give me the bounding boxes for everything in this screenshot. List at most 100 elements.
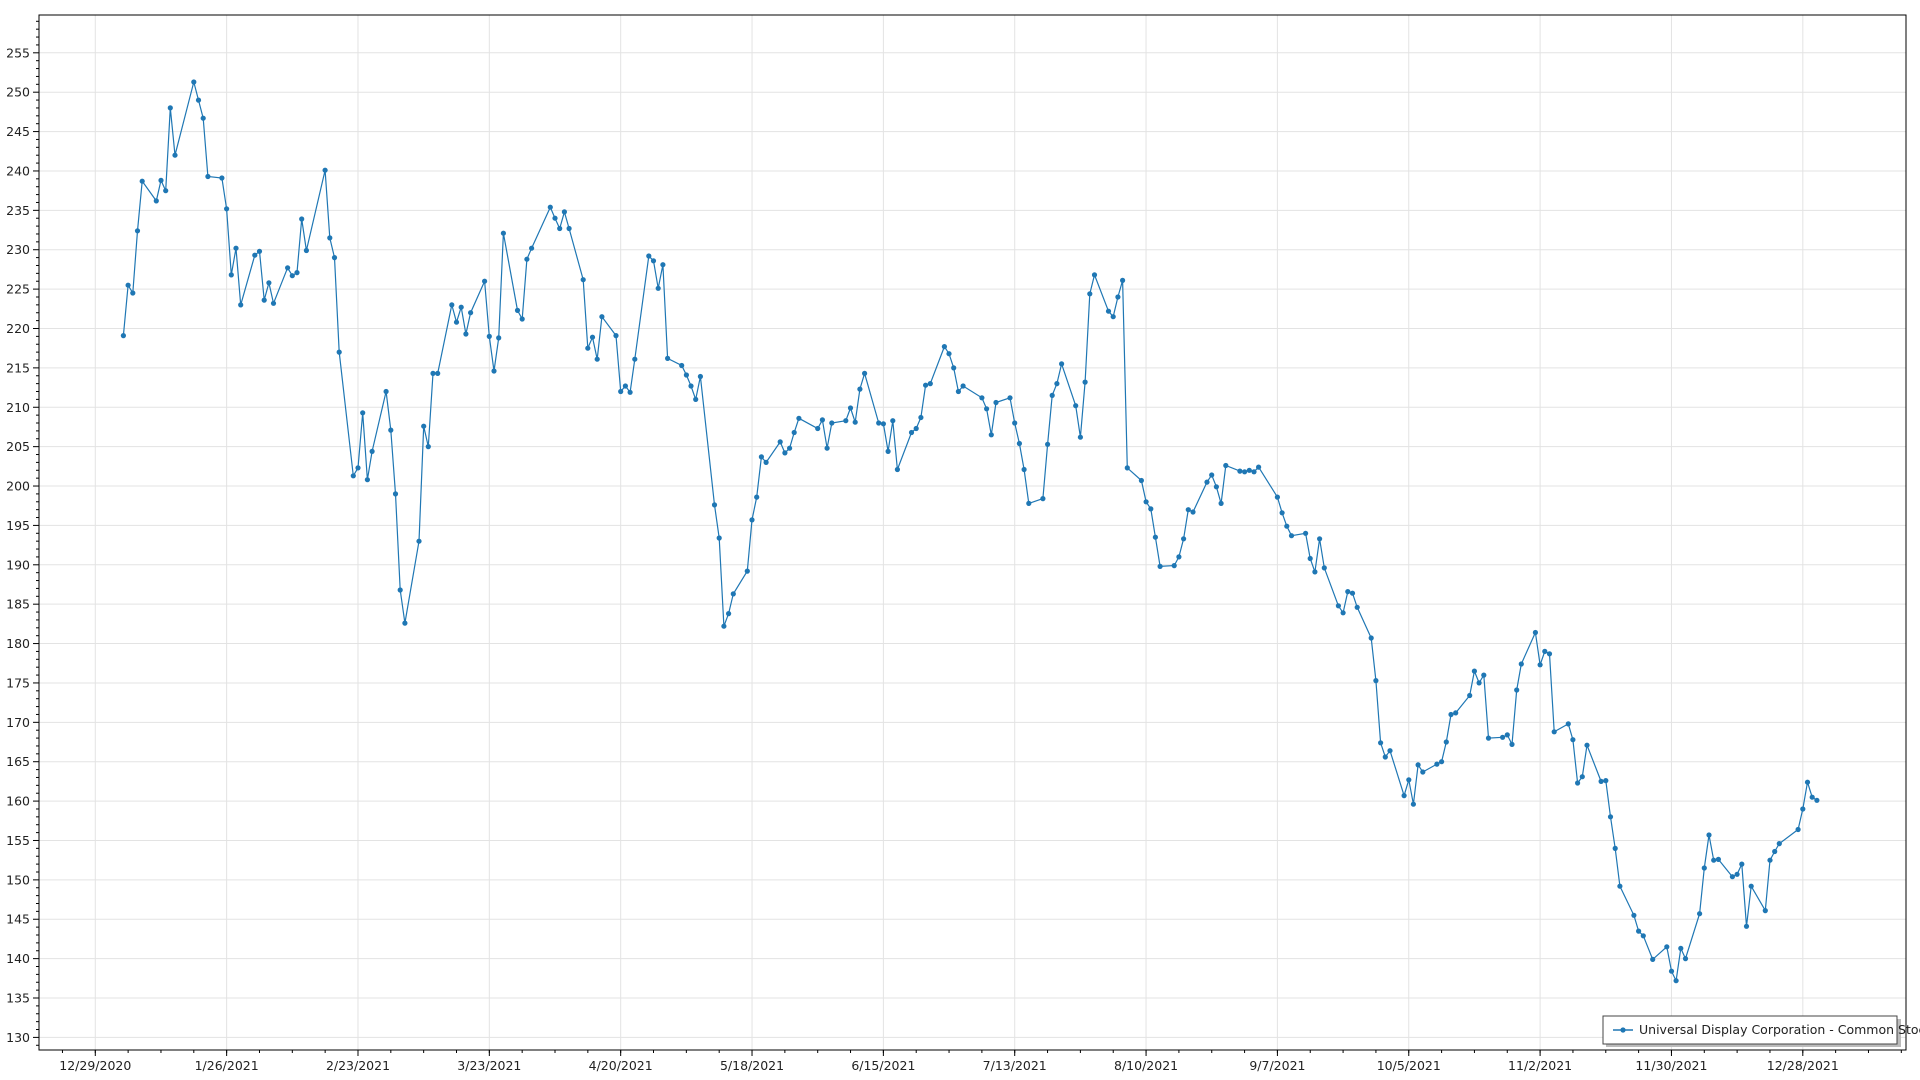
data-point [913, 425, 919, 432]
data-point [894, 466, 901, 473]
data-point [618, 388, 624, 395]
data-point [388, 427, 394, 433]
data-point [524, 256, 530, 262]
data-point [1565, 721, 1571, 727]
data-point [1640, 933, 1646, 939]
data-point [1762, 908, 1768, 914]
x-tick-label: 3/23/2021 [457, 1058, 521, 1073]
data-point [683, 372, 690, 378]
data-point [158, 177, 164, 183]
y-tick-label: 220 [6, 321, 30, 336]
data-point [1303, 530, 1309, 536]
data-point [941, 344, 948, 350]
data-point [1603, 778, 1609, 784]
data-point [397, 587, 403, 593]
y-tick-label: 170 [6, 715, 30, 730]
data-point [693, 396, 699, 402]
y-tick-label: 230 [6, 242, 30, 257]
data-point [285, 265, 291, 271]
data-point [862, 370, 868, 376]
data-point [1509, 741, 1515, 748]
data-point [1021, 466, 1027, 473]
grid [39, 15, 1906, 1050]
data-point [1734, 871, 1740, 877]
data-point [1213, 484, 1219, 490]
data-point [857, 386, 863, 392]
series-polyline [122, 79, 1818, 983]
data-point [1256, 464, 1262, 470]
data-point [1678, 945, 1684, 952]
data-point [890, 418, 896, 424]
y-tick-label: 160 [6, 794, 30, 809]
data-point [646, 253, 652, 259]
y-tick-label: 205 [6, 439, 30, 454]
data-point [468, 310, 474, 316]
data-point [1795, 826, 1801, 833]
data-point [1223, 462, 1229, 469]
data-point [1607, 814, 1614, 820]
y-tick-label: 250 [6, 85, 30, 100]
data-point [796, 415, 802, 421]
data-point [1059, 361, 1065, 367]
data-point [726, 611, 732, 617]
data-point [322, 167, 328, 173]
data-point [1274, 494, 1280, 500]
data-point [1152, 534, 1158, 540]
data-point [984, 406, 990, 412]
data-point [1546, 651, 1553, 657]
data-point [482, 278, 488, 284]
data-point [1434, 761, 1440, 767]
data-point [1401, 793, 1407, 799]
data-point [1335, 603, 1341, 609]
data-point [885, 448, 891, 454]
data-point [566, 225, 572, 232]
data-point [205, 173, 211, 180]
y-tick-label: 245 [6, 124, 30, 139]
data-point [1284, 523, 1290, 529]
data-point [120, 333, 126, 339]
data-point [1171, 563, 1177, 569]
data-point [1767, 857, 1773, 863]
data-point [1739, 861, 1745, 867]
data-point [749, 517, 755, 523]
data-point [125, 282, 131, 288]
data-point [1115, 294, 1121, 300]
data-point [514, 307, 521, 313]
data-point [1120, 277, 1126, 283]
data-point [496, 335, 502, 341]
data-point [660, 262, 666, 268]
y-tick-label: 200 [6, 479, 30, 494]
data-point [256, 248, 263, 254]
y-tick-label: 155 [6, 833, 30, 848]
data-point [1091, 272, 1098, 278]
data-point [688, 383, 694, 389]
data-point [1176, 554, 1182, 560]
data-point [843, 418, 849, 424]
data-point [1532, 629, 1538, 636]
y-tick-label: 240 [6, 163, 30, 178]
data-point [1181, 536, 1187, 542]
data-point [463, 331, 469, 337]
data-point [1082, 379, 1088, 385]
data-point [585, 345, 591, 351]
data-point [435, 370, 441, 376]
data-point [383, 388, 389, 395]
y-tick-label: 150 [6, 872, 30, 887]
data-point [1711, 857, 1717, 863]
data-point [200, 115, 206, 121]
y-tick-label: 145 [6, 912, 30, 927]
data-point [1157, 563, 1163, 570]
data-point [655, 285, 661, 291]
data-point [1307, 555, 1313, 562]
data-point [1073, 403, 1079, 409]
data-point [219, 175, 225, 181]
data-point [1743, 923, 1750, 929]
data-point [1729, 874, 1735, 880]
x-tick-label: 6/15/2021 [851, 1058, 915, 1073]
data-point [721, 623, 727, 629]
data-point [1246, 467, 1252, 473]
data-point [449, 302, 455, 308]
data-point [195, 97, 202, 103]
data-point [829, 420, 835, 426]
data-point [1016, 440, 1023, 447]
